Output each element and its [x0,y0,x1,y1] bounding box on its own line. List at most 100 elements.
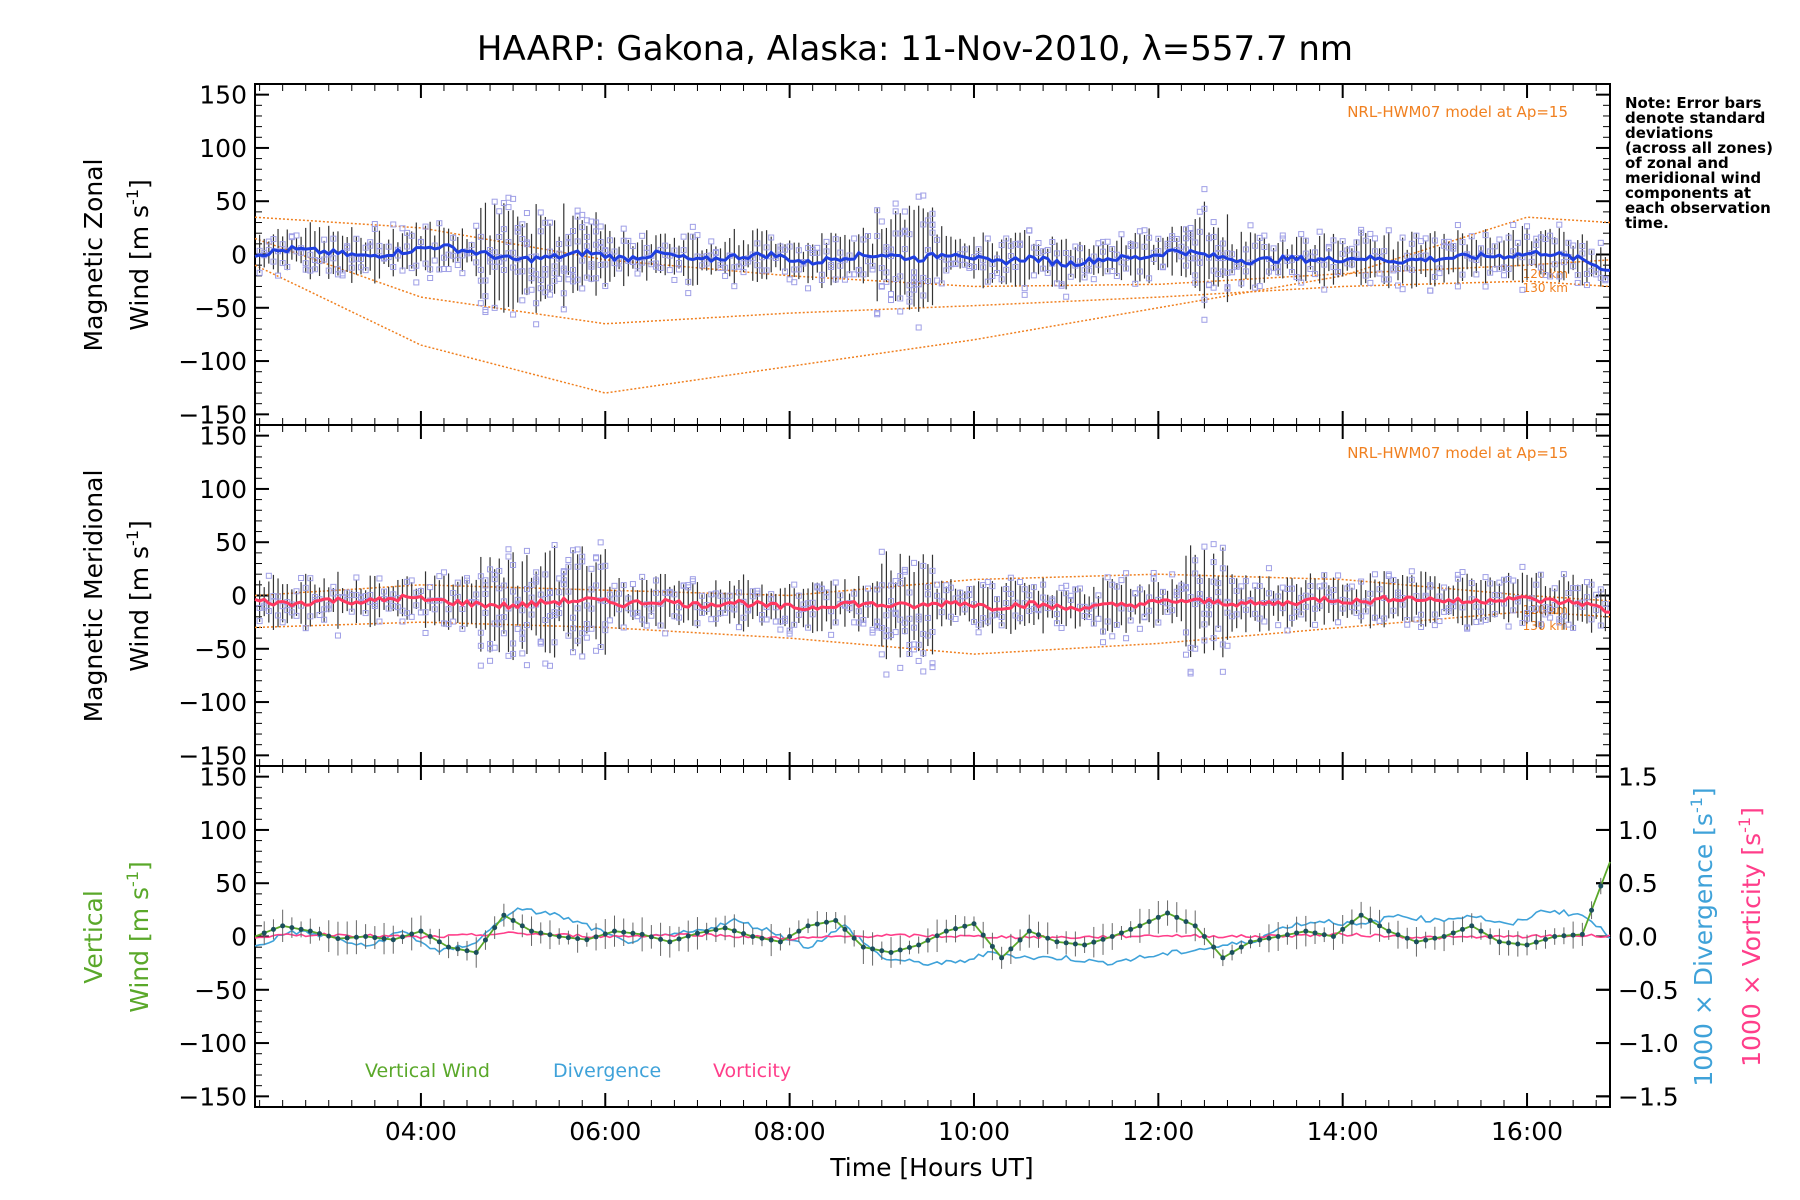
vertical-wind-point [547,932,553,938]
scatter-point [1390,576,1397,583]
scatter-point [537,591,544,598]
scatter-point [800,260,807,267]
meridional-ylabel-line2: Wind [m s-1] [123,520,154,672]
scatter-point [980,615,987,622]
scatter-point [1215,245,1222,252]
vertical-wind-point [713,927,719,933]
vertical-wind-point [999,955,1005,961]
scatter-point [652,577,659,584]
scatter-point [1044,269,1051,276]
scatter-point [574,238,581,245]
scatter-point [1510,577,1517,584]
scatter-point [1104,574,1111,581]
scatter-point [1219,565,1226,572]
scatter-point [1003,266,1010,273]
scatter-point [477,573,484,580]
scatter-point [1159,264,1166,271]
scatter-point [616,590,623,597]
note-line: time. [1625,214,1669,232]
vertical-wind-point [335,936,341,942]
scatter-point [1187,668,1194,675]
scatter-point [1547,273,1554,280]
vertical-wind-point [1460,926,1466,932]
vertical-wind-point [1478,928,1484,934]
vertical-wind-point [1183,919,1189,925]
scatter-point [1201,637,1208,644]
vertical-wind-point [842,926,848,932]
scatter-point [1399,286,1406,293]
scatter-point [1547,606,1554,613]
scatter-point [911,624,918,631]
scatter-point [602,261,609,268]
scatter-point [1007,253,1014,260]
scatter-point [629,258,636,265]
scatter-point [390,591,397,598]
scatter-point [510,249,517,256]
scatter-point [597,539,604,546]
scatter-point [1597,586,1604,593]
scatter-point [855,608,862,615]
vertical-wind-point [1054,939,1060,945]
vertical-wind-point [519,923,525,929]
scatter-point [265,572,272,579]
scatter-point [1182,585,1189,592]
scatter-point [1210,541,1217,548]
scatter-point [330,235,337,242]
scatter-point [1238,280,1245,287]
scatter-point [565,233,572,240]
scatter-point [1583,282,1590,289]
scatter-point [1095,261,1102,268]
vertical-wind-point [1082,942,1088,948]
scatter-point [915,657,922,664]
scatter-point [1242,578,1249,585]
scatter-point [934,236,941,243]
scatter-point [1422,592,1429,599]
scatter-point [837,592,844,599]
vertical-wind-point [777,939,783,945]
scatter-point [1279,232,1286,239]
scatter-point [468,242,475,249]
vertical-wind-point [962,923,968,929]
scatter-point [1339,605,1346,612]
scatter-point [579,257,586,264]
scatter-point [1021,285,1028,292]
scatter-point [874,207,881,214]
scatter-point [445,606,452,613]
scatter-point [1159,588,1166,595]
scatter-point [874,233,881,240]
vertical-wind-point [639,931,645,937]
scatter-point [560,568,567,575]
scatter-point [657,264,664,271]
scatter-point [1302,237,1309,244]
scatter-point [399,225,406,232]
scatter-point [1408,576,1415,583]
note-line: deviations [1625,124,1713,142]
scatter-point [579,558,586,565]
scatter-point [832,236,839,243]
scatter-point [1487,248,1494,255]
vertical-wind-point [722,925,728,931]
scatter-point [602,283,609,290]
scatter-point [1040,265,1047,272]
vertical-wind-point [556,934,562,939]
scatter-point [694,620,701,627]
scatter-point [1067,592,1074,599]
vertical-wind-point [851,935,857,941]
scatter-point [519,297,526,304]
vertical-wind-point [1109,934,1115,939]
vertical-wind-point [1026,928,1032,934]
scatter-point [994,596,1001,603]
vertical-wind-point [353,934,359,940]
scatter-point [1169,607,1176,614]
scatter-point [302,584,309,591]
vertical-wind-point [1589,907,1595,913]
scatter-point [1076,245,1083,252]
scatter-point [1459,604,1466,611]
scatter-point [1339,250,1346,257]
scatter-point [1146,607,1153,614]
scatter-point [1123,635,1130,642]
scatter-point [611,582,618,589]
scatter-point [676,614,683,621]
scatter-point [293,612,300,619]
scatter-point [348,264,355,271]
